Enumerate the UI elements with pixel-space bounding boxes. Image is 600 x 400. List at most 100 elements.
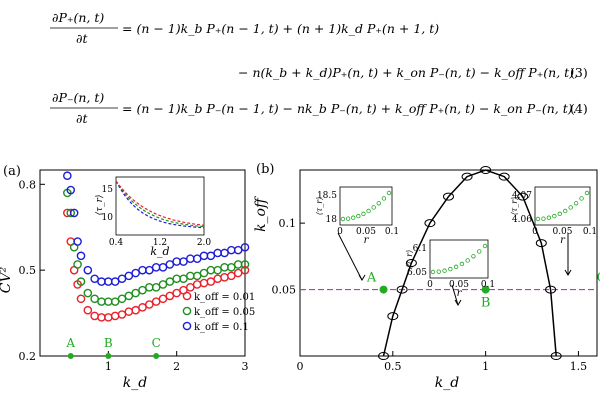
panel-b-inset-point — [371, 205, 376, 210]
panel-a-point-2 — [199, 268, 209, 278]
figure-panels: (a) 0.2 0.5 0.8 1 2 3 CV² k_d A B C k_off = 0.… — [0, 162, 600, 391]
panel-b-label: (b) — [256, 162, 274, 177]
panel-b-inset-point — [563, 208, 568, 214]
panel-b-boundary-marker — [424, 219, 436, 228]
panel-b-inset-xtick: 0 — [427, 280, 433, 290]
panel-b-boundary-marker — [405, 259, 417, 267]
panel-a-frame — [39, 169, 246, 357]
panel-a-point-3 — [179, 257, 188, 266]
panel-a-point-2 — [124, 291, 134, 301]
panel-b-curve — [300, 166, 597, 360]
panel-a-point-1 — [213, 274, 222, 284]
panel-b-inset-point — [541, 216, 546, 221]
panel-b-points: A B C — [366, 271, 600, 311]
panel-b-inset-arrowhead — [454, 299, 462, 306]
panel-b-boundary-marker — [480, 166, 492, 174]
panel-a-point-2 — [151, 283, 161, 292]
panel-b-inset-ytick: 4.06 — [512, 215, 532, 225]
panel-b-boundary-marker — [443, 192, 454, 201]
panel-b-boundary-marker — [545, 285, 557, 294]
panel-a-point-3 — [233, 245, 243, 255]
panel-a-point-2 — [227, 262, 236, 272]
panel-b-xtick-label: 1.5 — [570, 360, 588, 373]
panel-b-xticks: 0 0.5 1 1.5 — [297, 351, 588, 373]
panel-b-inset-point — [552, 213, 557, 219]
panel-b-inset-ytick: 4.07 — [512, 191, 532, 201]
panel-a-point-1 — [240, 265, 250, 275]
panel-a-yticks: 0.2 0.5 0.8 — [19, 178, 45, 363]
panel-a-inset-curve — [115, 180, 205, 226]
panel-a-inset-xtick: 1.2 — [153, 238, 167, 248]
panel-a-legend-label: k_off = 0.01 — [194, 292, 255, 303]
panel-a-legend-label: k_off = 0.05 — [194, 307, 255, 318]
panel-a-point-2 — [97, 297, 106, 306]
panel-a-point-1 — [138, 303, 147, 312]
panel-b-xtick-label: 0.5 — [384, 360, 402, 373]
panel-b-inset-point — [361, 211, 366, 217]
panel-a-point-2 — [104, 297, 113, 306]
panel-a-point-3 — [227, 245, 236, 255]
panel-b-inset-point — [453, 264, 459, 270]
panel-a-point-3 — [124, 271, 134, 281]
eq3-line1: = (n − 1)k_b P₊(n − 1, t) + (n + 1)k_d P… — [122, 21, 439, 36]
panel-a-xtick-label: 2 — [173, 360, 180, 373]
panel-a-inset-xlabel: k_d — [150, 245, 169, 258]
panel-a-inset-xtick: 2.0 — [197, 238, 212, 248]
panel-b-ytick-label: 0.05 — [272, 284, 297, 297]
panel-a-marker-label: A — [65, 336, 75, 350]
panel-a-marker-A — [67, 353, 74, 359]
panel-b-inset-point — [459, 261, 465, 267]
panel-b-inset-point — [351, 215, 356, 220]
panel-a-point-3 — [192, 254, 202, 264]
panel-a-point-3 — [199, 251, 209, 261]
panel-b-inset-point — [345, 216, 351, 221]
panel-b-xlabel: k_d — [435, 375, 459, 391]
panel-b-ylabel: k_off — [253, 196, 269, 232]
eq3-line2: − n(k_b + k_d)P₊(n, t) + k_on P₋(n, t) −… — [238, 65, 578, 80]
panel-b-inset-point — [448, 266, 453, 272]
panel-b-inset-xlabel: r — [457, 288, 463, 299]
panel-a-legend-marker — [182, 306, 192, 316]
panel-b-xtick-label: 0 — [297, 360, 304, 373]
panel-a-point-2 — [138, 285, 147, 295]
panel-b-inset-xtick: 0.05 — [356, 227, 376, 237]
panel-b-marker-A — [379, 285, 388, 294]
panel-a-point-1 — [158, 294, 168, 304]
panel-a-point-3 — [165, 260, 175, 269]
panel-a-point-3 — [97, 277, 106, 286]
panel-a-point-2 — [165, 277, 175, 286]
panel-a-point-1 — [90, 311, 99, 321]
panel-a-point-2 — [172, 274, 181, 284]
panel-a-point-1 — [172, 288, 181, 298]
panel-b-inset-point — [477, 249, 482, 254]
panel-a-point-3 — [206, 251, 216, 261]
panel-a-point-3 — [83, 265, 93, 275]
eq3-lhs-denominator: ∂t — [76, 31, 88, 46]
panel-b-boundary-marker — [387, 312, 399, 321]
panel-b-inset-arrowhead — [358, 274, 366, 281]
eq3-number: (3) — [570, 65, 588, 80]
panel-b-inset-point — [535, 216, 541, 222]
panel-a-inset-curve — [115, 180, 205, 229]
panel-a-ylabel: CV² — [0, 266, 14, 293]
panel-a-point-2 — [158, 280, 168, 289]
panel-a-point-2 — [66, 208, 76, 218]
panel-a-point-3 — [69, 208, 79, 218]
panel-a-point-3 — [131, 268, 140, 278]
panel-a-legend-marker — [182, 291, 192, 301]
panel-b-inset-point — [584, 190, 590, 196]
panel-a-legend: k_off = 0.01 k_off = 0.05 k_off = 0.1 — [182, 291, 255, 333]
panel-b-inset-point — [430, 269, 436, 275]
panel-b-boundary-marker — [498, 172, 510, 181]
panel-b-inset-ytick: 18.5 — [317, 191, 337, 201]
panel-b-inset-frame — [339, 186, 393, 226]
panel-a-point-3 — [110, 277, 120, 286]
panel-a-point-1 — [97, 313, 106, 322]
panel-a-point-2 — [213, 265, 222, 275]
panel-b-inset-point — [546, 215, 552, 220]
panel-b-inset-point — [465, 258, 470, 263]
panel-a-point-3 — [240, 242, 250, 252]
panel-b-inset-frame — [534, 186, 591, 226]
panel-a-point-1 — [151, 297, 161, 306]
panel-a-inset: 10 15 0.4 1.2 2.0 — [102, 180, 212, 248]
